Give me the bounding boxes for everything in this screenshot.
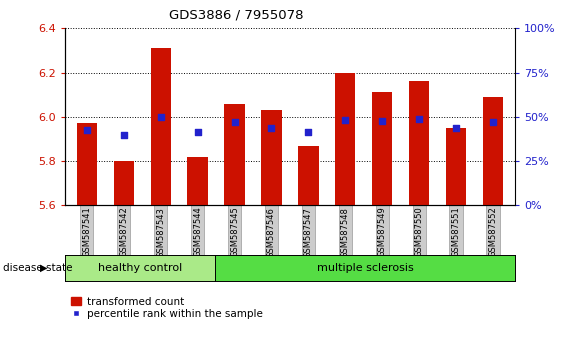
Point	[378, 118, 387, 124]
Point	[341, 117, 350, 123]
Point	[415, 116, 424, 122]
Text: ▶: ▶	[41, 263, 48, 273]
Bar	[187, 156, 208, 205]
Bar	[225, 104, 245, 205]
Point	[230, 120, 239, 125]
Point	[119, 132, 128, 137]
Point	[267, 125, 276, 131]
Bar	[446, 128, 466, 205]
Bar	[77, 124, 97, 205]
Point	[304, 130, 313, 135]
Bar	[409, 81, 430, 205]
Bar	[335, 73, 355, 205]
Bar	[483, 97, 503, 205]
Bar	[261, 110, 282, 205]
Point	[82, 127, 91, 133]
Point	[452, 125, 461, 131]
Legend: transformed count, percentile rank within the sample: transformed count, percentile rank withi…	[70, 296, 263, 320]
Point	[489, 120, 498, 125]
Bar	[150, 48, 171, 205]
Text: GDS3886 / 7955078: GDS3886 / 7955078	[169, 9, 303, 22]
Bar	[372, 92, 392, 205]
Bar	[298, 145, 319, 205]
Bar	[114, 161, 134, 205]
Point	[193, 130, 202, 135]
Text: healthy control: healthy control	[98, 263, 182, 273]
Text: disease state: disease state	[3, 263, 72, 273]
Text: multiple sclerosis: multiple sclerosis	[316, 263, 413, 273]
Point	[156, 114, 165, 120]
